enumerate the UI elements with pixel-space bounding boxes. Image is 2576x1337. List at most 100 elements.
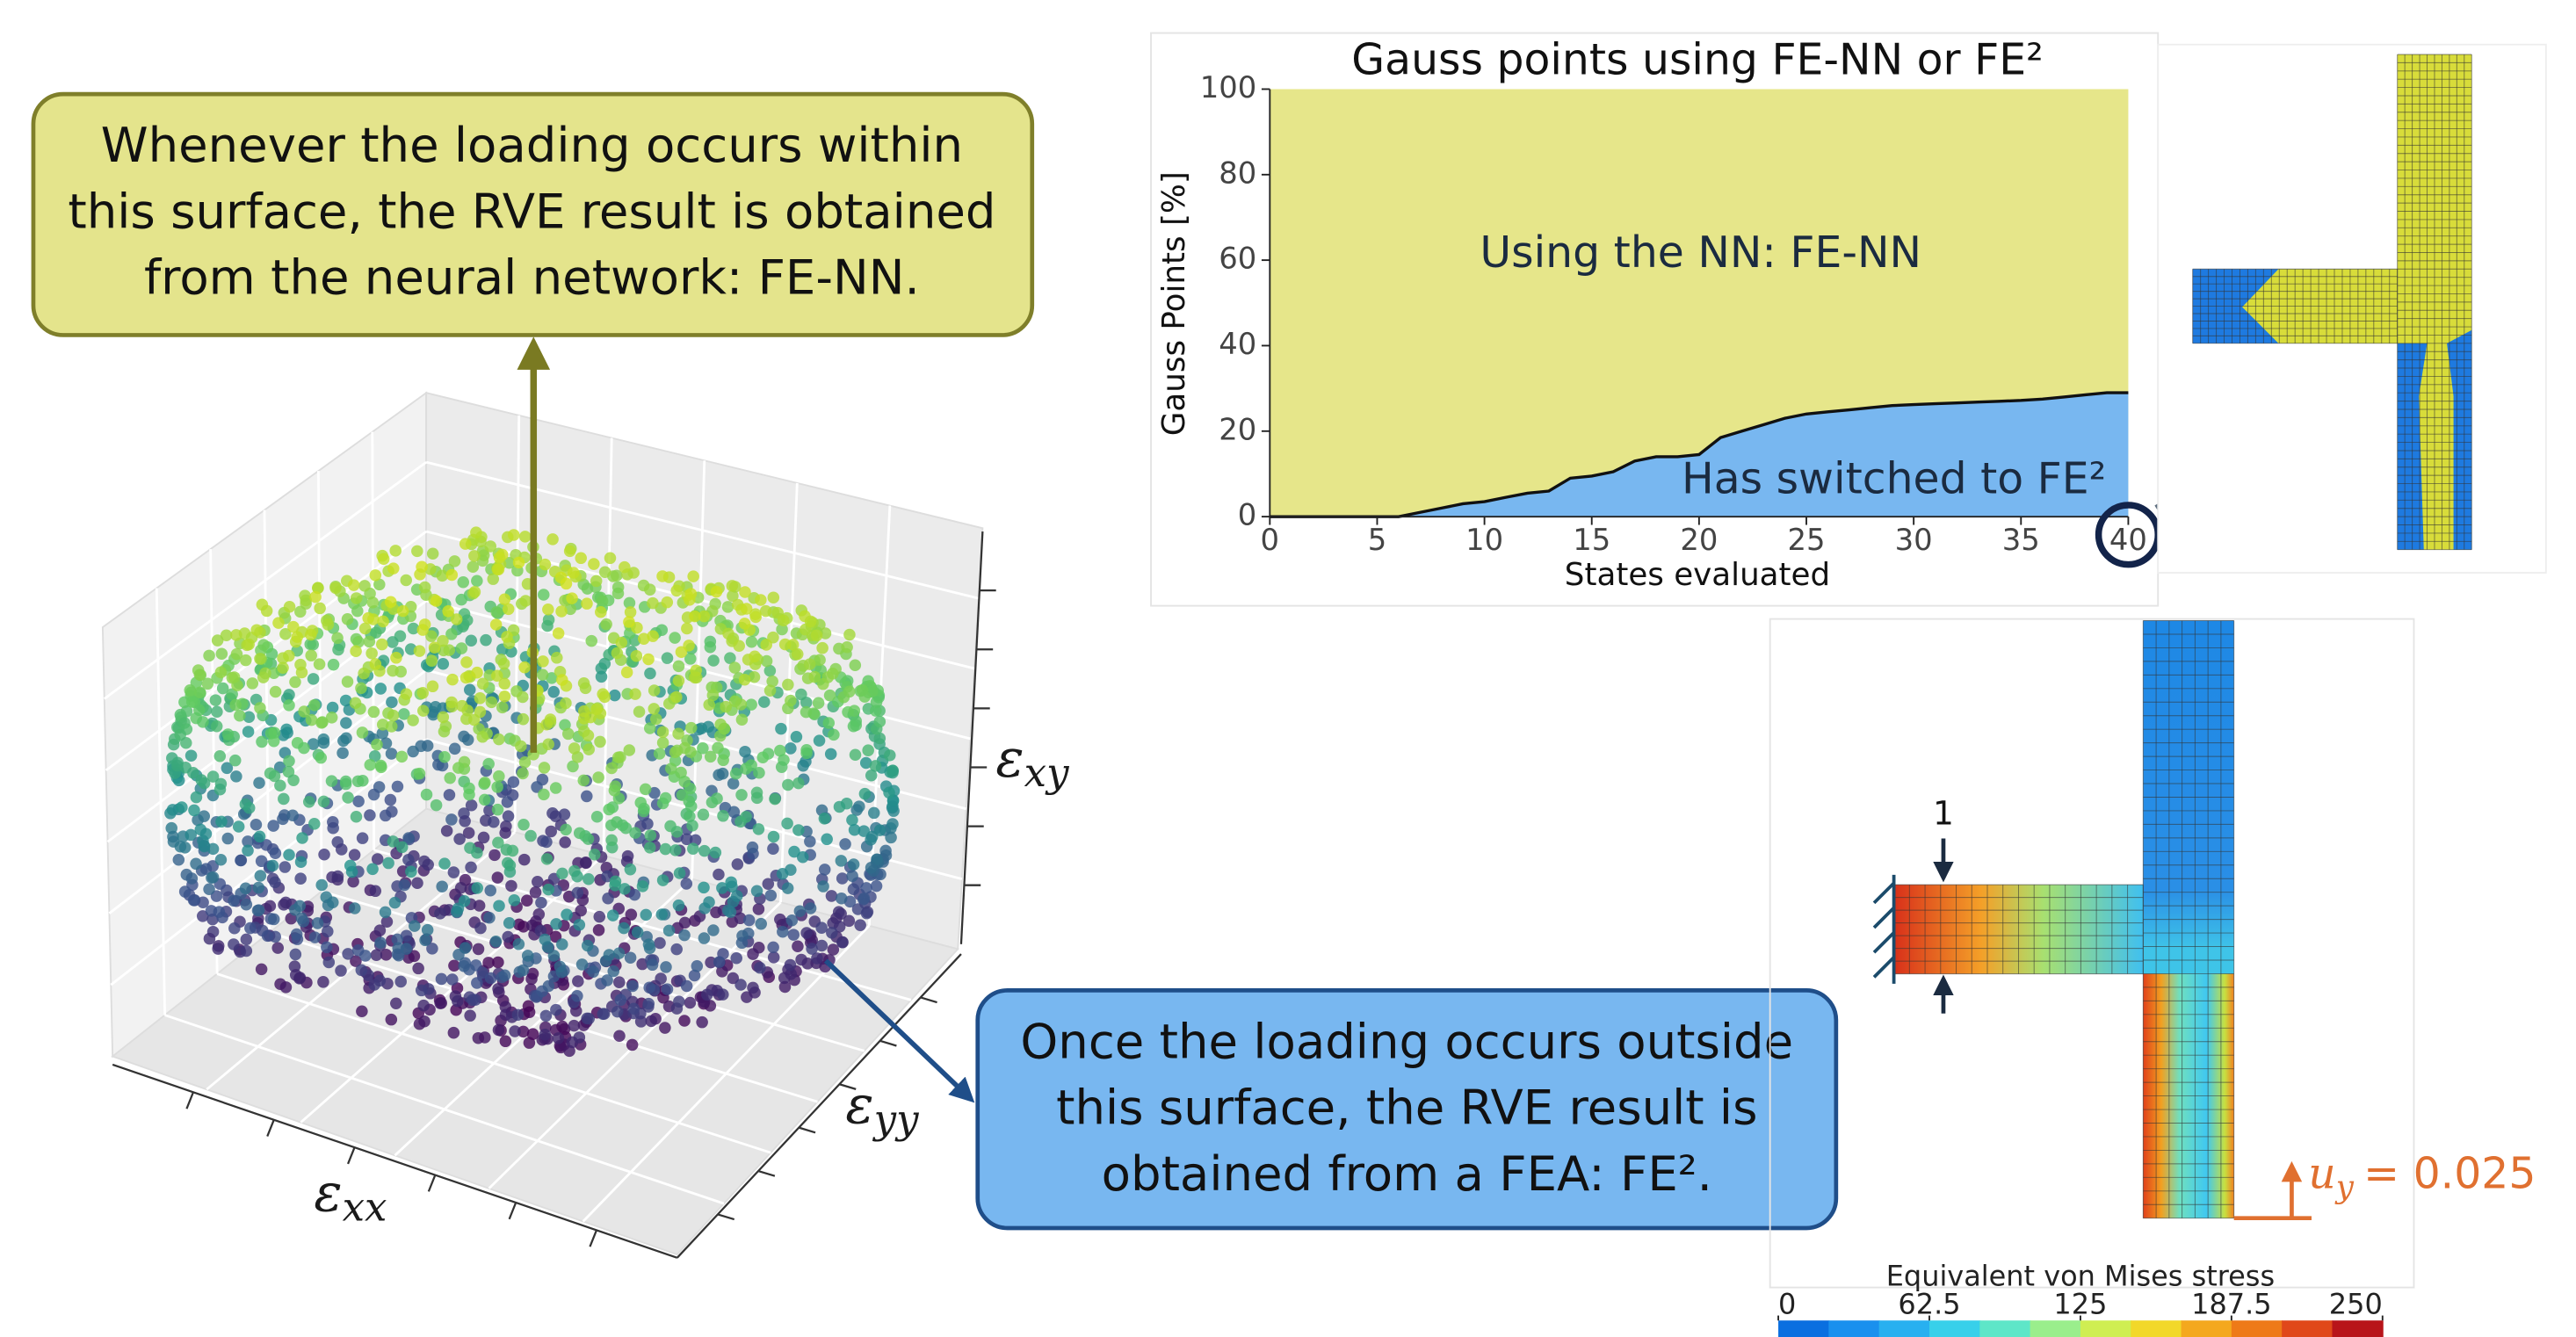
scatter-dot xyxy=(505,880,517,893)
scatter-dot xyxy=(672,727,684,740)
colorbar-band xyxy=(1879,1320,1930,1337)
colorbar-tick-label: 62.5 xyxy=(1898,1287,1960,1320)
scatter-dot xyxy=(298,742,310,755)
scatter-dot xyxy=(512,1008,525,1021)
scatter-dot xyxy=(836,936,849,949)
scatter-dot xyxy=(448,866,460,878)
scatter-dot xyxy=(538,589,550,601)
scatter-dot xyxy=(800,744,813,756)
scatter-dot xyxy=(769,793,781,806)
scatter-dot xyxy=(605,835,618,847)
scatter-dot xyxy=(508,777,520,789)
scatter-dot xyxy=(582,940,594,952)
scatter-dot xyxy=(647,597,659,610)
scatter-dot xyxy=(389,545,402,557)
scatter-dot xyxy=(254,653,266,665)
tick-mark xyxy=(429,1175,436,1192)
scatter-dot xyxy=(240,883,252,895)
scatter-dot xyxy=(760,605,772,618)
scatter-dot xyxy=(380,810,392,822)
scatter-dot xyxy=(519,531,532,543)
scatter-dot xyxy=(308,699,321,712)
scatter-dot xyxy=(623,616,635,628)
scatter-dot xyxy=(321,942,333,954)
scatter-dot xyxy=(685,722,698,734)
scatter-dot xyxy=(732,858,744,871)
scatter-dot xyxy=(449,743,461,755)
callout-text: Once the loading occurs outside xyxy=(1020,1014,1793,1070)
scatter-dot xyxy=(241,899,253,911)
scatter-dot xyxy=(180,737,192,749)
scatter-dot xyxy=(669,632,681,644)
scatter-dot xyxy=(580,683,592,695)
scatter-dot xyxy=(838,691,850,704)
scatter-dot xyxy=(681,623,693,635)
scatter-dot xyxy=(342,948,354,960)
scatter-dot xyxy=(342,613,354,625)
scatter-dot xyxy=(760,639,772,651)
displacement-label: uy= 0.025 xyxy=(2308,1148,2536,1204)
tick-mark xyxy=(758,1171,775,1176)
scatter-dot xyxy=(648,684,661,697)
scatter-dot xyxy=(254,831,266,843)
scatter-dot xyxy=(188,894,200,907)
scatter-dot xyxy=(819,813,831,825)
scatter-dot xyxy=(825,748,837,761)
scatter-dot xyxy=(229,699,242,712)
scatter-dot xyxy=(654,937,666,950)
scatter-dot xyxy=(594,736,606,748)
scatter-dot xyxy=(442,605,454,618)
scatter-dot xyxy=(448,1027,460,1039)
scatter-dot xyxy=(638,632,650,645)
symbol: ε xyxy=(845,1074,873,1136)
scatter-dot xyxy=(751,792,763,805)
scatter-dot xyxy=(242,639,255,651)
scatter-dot xyxy=(269,877,281,889)
callout-text: this surface, the RVE result is obtained xyxy=(68,183,995,239)
scatter-dot xyxy=(641,818,654,830)
tick-mark xyxy=(510,1203,517,1219)
scatter-dot xyxy=(346,866,358,878)
scatter-dot xyxy=(451,906,463,918)
scatter-dot xyxy=(807,707,820,719)
scatter-dot xyxy=(576,958,589,971)
scatter-dot xyxy=(609,879,621,892)
scatter-dot xyxy=(455,594,467,606)
scatter-dot xyxy=(438,857,451,870)
scatter-dot xyxy=(459,538,472,550)
scatter-dot xyxy=(291,929,303,941)
scatter-dot xyxy=(599,567,611,579)
scatter-dot xyxy=(571,990,583,1002)
scatter-dot xyxy=(886,800,899,813)
scatter-dot xyxy=(503,603,515,616)
scatter-dot xyxy=(532,876,544,888)
tick-mark xyxy=(921,997,937,1002)
scatter-dot xyxy=(824,690,836,702)
scatter-dot xyxy=(247,677,259,690)
scatter-dot xyxy=(459,895,471,907)
scatter-dot xyxy=(312,917,324,929)
scatter-dot xyxy=(216,648,228,661)
scatter-dot xyxy=(452,762,465,774)
scatter-dot xyxy=(814,734,826,747)
scatter-dot xyxy=(778,972,791,985)
scatter-dot xyxy=(204,933,216,945)
scatter-dot xyxy=(262,930,274,943)
scatter-dot xyxy=(685,800,698,813)
scatter-dot xyxy=(482,758,495,770)
scatter-dot xyxy=(240,654,252,667)
scatter-dot xyxy=(405,866,417,878)
scatter-dot xyxy=(387,665,399,677)
scatter-dot xyxy=(846,814,858,827)
scatter-dot xyxy=(629,827,641,839)
scatter-dot xyxy=(241,934,253,946)
scatter-dot xyxy=(734,816,747,828)
scatter-dot xyxy=(493,770,505,783)
scatter-dot xyxy=(211,705,223,718)
colorbar-band xyxy=(2030,1320,2081,1337)
scatter-dot xyxy=(792,777,805,790)
scatter-dot xyxy=(826,927,838,939)
scatter-dot xyxy=(471,575,483,587)
scatter-dot xyxy=(521,894,533,907)
tick-mark xyxy=(590,1230,597,1247)
